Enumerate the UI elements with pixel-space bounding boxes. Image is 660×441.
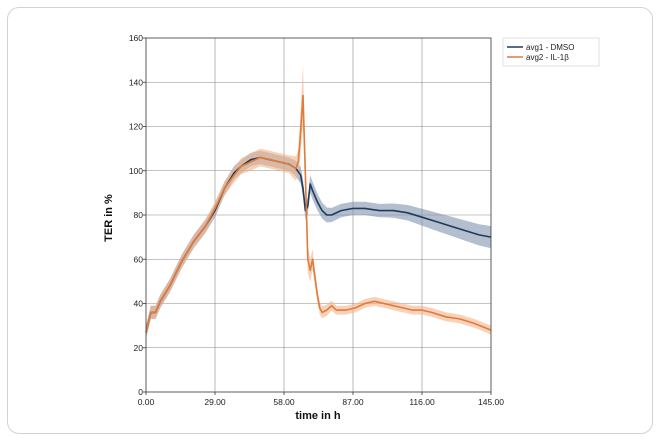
legend-box: [502, 37, 600, 67]
y-axis-title: TER in %: [103, 194, 115, 242]
x-tick-label-3: 87.00: [342, 397, 364, 407]
x-tick-label-1: 29.00: [204, 397, 226, 407]
legend: avg1 - DMSO avg2 - IL-1β: [502, 37, 600, 67]
y-tick-label-7: 140: [129, 77, 143, 87]
y-tick-label-3: 60: [134, 254, 144, 264]
series-lines: [145, 94, 492, 333]
y-tick-label-2: 40: [134, 299, 144, 309]
band-il1b: [146, 64, 491, 339]
y-tick-label-8: 160: [129, 33, 143, 43]
legend-label-il1b: avg2 - IL-1β: [526, 53, 569, 62]
x-tick-label-5: 145.00: [478, 397, 504, 407]
axes: [143, 37, 492, 395]
confidence-bands: [146, 64, 491, 339]
x-tick-label-4: 116.00: [409, 397, 435, 407]
x-axis-title: time in h: [295, 410, 341, 422]
y-tick-label-1: 20: [134, 343, 144, 353]
tick-labels: 0 20 40 60 80 100 120 140 160 0.00 29.00 58.00 87.00…: [129, 33, 504, 407]
y-tick-label-0: 0: [138, 387, 143, 397]
x-tick-label-2: 58.00: [273, 397, 295, 407]
series-line-il1b: [145, 94, 492, 333]
legend-label-dmso: avg1 - DMSO: [526, 43, 574, 52]
y-tick-label-5: 100: [129, 166, 143, 176]
y-tick-label-6: 120: [129, 122, 143, 132]
x-tick-label-0: 0.00: [138, 397, 155, 407]
y-tick-label-4: 80: [134, 210, 144, 220]
plot-border: [145, 37, 492, 393]
